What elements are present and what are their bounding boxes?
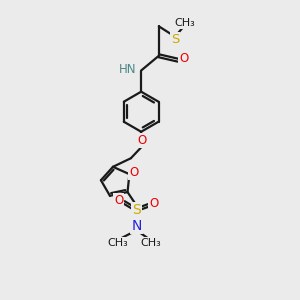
Text: N: N bbox=[131, 219, 142, 232]
Text: CH₃: CH₃ bbox=[108, 238, 128, 248]
Text: O: O bbox=[129, 166, 138, 179]
Text: S: S bbox=[133, 203, 141, 217]
Text: HN: HN bbox=[119, 62, 137, 76]
Text: CH₃: CH₃ bbox=[174, 18, 195, 28]
Text: S: S bbox=[171, 33, 179, 46]
Text: CH₃: CH₃ bbox=[141, 238, 161, 248]
Text: O: O bbox=[114, 194, 123, 207]
Text: O: O bbox=[179, 52, 188, 65]
Text: O: O bbox=[149, 197, 159, 210]
Text: O: O bbox=[137, 134, 146, 147]
